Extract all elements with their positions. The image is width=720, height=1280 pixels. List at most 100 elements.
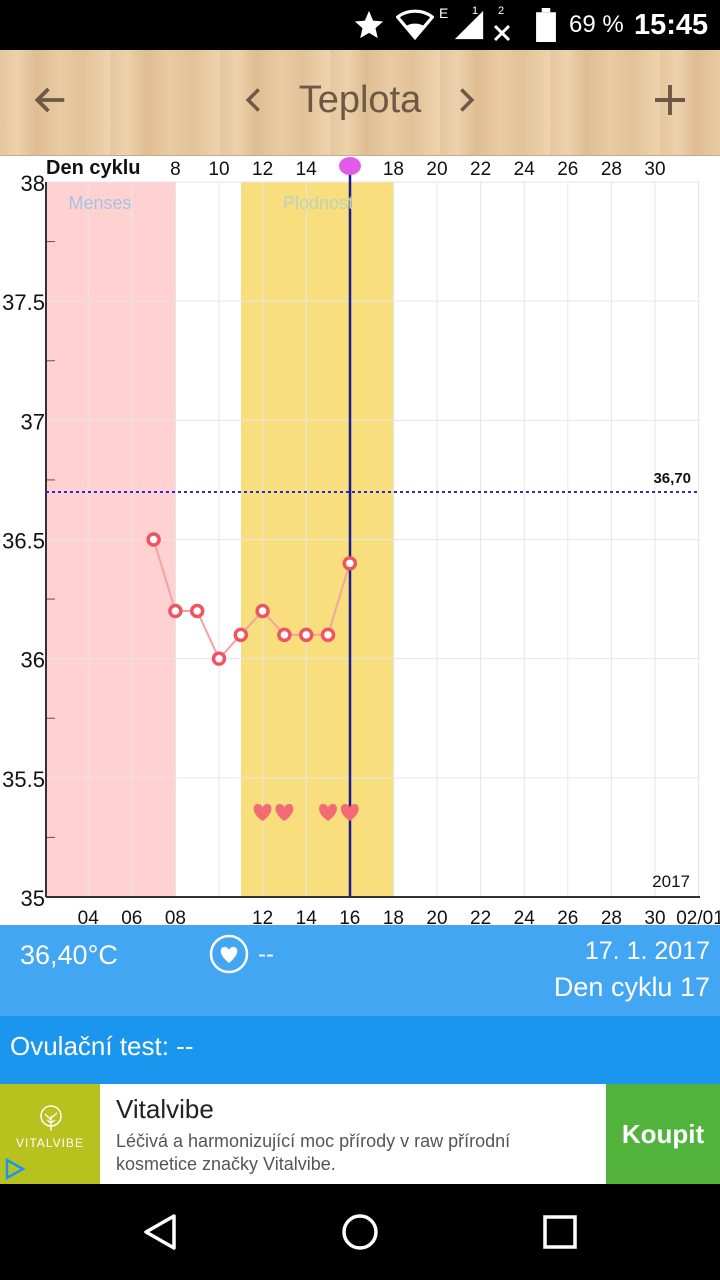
temperature-point [255, 603, 270, 619]
previous-button[interactable] [232, 50, 276, 150]
top-tick-label: 24 [514, 159, 536, 180]
chevron-right-icon [460, 88, 475, 112]
temperature-chart-svg: Menses Plodnost Den cyklu 36,70 2017 38 3… [2, 157, 720, 925]
temperature-point [298, 627, 314, 643]
heart-icon [319, 804, 337, 821]
threshold-label: 36,70 [653, 470, 691, 487]
signal-1-icon [452, 0, 486, 50]
add-button[interactable] [640, 50, 700, 150]
top-tick-label: 20 [426, 159, 447, 180]
wifi-icon [396, 0, 434, 50]
top-tick-label: 14 [296, 159, 318, 180]
temperature-point [320, 627, 336, 643]
nav-recents-button[interactable] [500, 1184, 620, 1280]
top-axis-label: Den cyklu [46, 157, 140, 179]
top-tick-label: 12 [252, 159, 273, 180]
toolbar: Teplota [0, 50, 720, 156]
status-bar: E 1 2 69 % 15:45 [0, 0, 720, 50]
ad-buy-button[interactable]: Koupit [606, 1084, 720, 1184]
temperature-point [233, 627, 249, 643]
plus-icon [655, 85, 685, 115]
bottom-tick-label: 20 [426, 908, 447, 925]
bottom-tick-label: 06 [121, 908, 142, 925]
year-label: 2017 [652, 872, 690, 891]
temperature-line [152, 539, 351, 661]
ad-logo: VITALVIBE [0, 1084, 100, 1184]
temperature-point [146, 532, 161, 547]
top-tick-label: 10 [208, 159, 229, 180]
heart-icon [275, 804, 294, 821]
ovulation-test-bar[interactable]: Ovulační test: -- [0, 1016, 720, 1084]
top-tick-label: 8 [170, 159, 181, 180]
fertility-label: Plodnost [283, 193, 353, 213]
bottom-tick-label: 28 [601, 908, 622, 925]
bottom-tick-label: 16 [339, 908, 360, 925]
bottom-tick-label: 12 [252, 908, 273, 925]
heart-icon [253, 804, 272, 821]
bottom-tick-label: 08 [165, 908, 186, 925]
top-tick-label: 28 [601, 159, 622, 180]
chevron-left-icon [245, 88, 260, 112]
ad-body: Léčivá a harmonizující moc přírody v raw… [116, 1131, 511, 1174]
menses-label: Menses [68, 193, 131, 213]
y-tick-label: 37 [21, 409, 45, 434]
intercourse-button[interactable] [209, 934, 249, 974]
nav-bar [0, 1184, 720, 1280]
top-tick-label: 26 [557, 159, 578, 180]
heart-circle-icon [209, 934, 249, 974]
arrow-left-icon [34, 87, 65, 113]
nav-home-button[interactable] [300, 1184, 420, 1280]
bottom-tick-label: 02/01 [676, 908, 720, 925]
bottom-tick-label: 30 [644, 908, 665, 925]
bottom-tick-label: 24 [514, 908, 536, 925]
date-value: 17. 1. 2017 [584, 937, 710, 965]
top-tick-label: 22 [470, 159, 491, 180]
bottom-tick-label: 26 [557, 908, 578, 925]
cycle-day-value: Den cyklu 17 [553, 972, 710, 1002]
nav-home-icon [342, 1214, 378, 1250]
intercourse-value: -- [258, 941, 274, 968]
y-tick-label: 38 [21, 171, 45, 196]
temperature-point [342, 556, 358, 571]
top-tick-label: 18 [383, 159, 404, 180]
nav-back-icon [144, 1214, 176, 1250]
network-type-label: E [439, 5, 449, 21]
temperature-point [211, 651, 227, 666]
battery-percent: 69 % [569, 11, 624, 38]
page-title: Teplota [298, 78, 422, 121]
info-bar: 36,40°C -- 17. 1. 2017 Den cyklu 17 [0, 925, 720, 1016]
next-button[interactable] [444, 50, 488, 150]
bottom-tick-label: 14 [296, 908, 318, 925]
temperature-point [189, 603, 205, 619]
star-icon [352, 0, 386, 50]
temperature-point [277, 627, 292, 643]
ad-logo-text: VITALVIBE [16, 1136, 84, 1150]
y-tick-label: 37.5 [2, 290, 45, 315]
back-button[interactable] [20, 50, 80, 150]
nav-back-button[interactable] [100, 1184, 220, 1280]
top-tick-label: 30 [644, 159, 665, 180]
clock: 15:45 [634, 8, 709, 41]
y-tick-label: 35 [21, 886, 45, 911]
y-tick-label: 36.5 [2, 529, 45, 554]
ad-banner[interactable]: VITALVIBE Vitalvibe Léčivá a harmonizují… [0, 1084, 720, 1184]
ad-title: Vitalvibe [116, 1094, 214, 1124]
temperature-point [168, 603, 183, 619]
heart-icon [340, 804, 359, 821]
bottom-tick-label: 22 [470, 908, 491, 925]
tree-icon [40, 1105, 62, 1131]
sim2-label: 2 [498, 5, 505, 17]
temperature-chart[interactable]: Menses Plodnost Den cyklu 36,70 2017 38 3… [0, 155, 720, 925]
ovulation-marker-icon [339, 157, 361, 175]
sim1-label: 1 [472, 5, 479, 17]
temperature-value: 36,40°C [20, 939, 118, 970]
battery-icon [536, 0, 556, 50]
ovulation-test-label: Ovulační test: -- [10, 1030, 194, 1061]
bottom-tick-label: 04 [78, 908, 100, 925]
nav-recents-icon [543, 1215, 577, 1249]
y-tick-label: 35.5 [2, 767, 45, 792]
bottom-tick-label: 18 [383, 908, 404, 925]
y-tick-label: 36 [21, 648, 45, 673]
no-signal-icon [492, 8, 512, 58]
ad-choices-icon[interactable] [4, 1158, 26, 1180]
